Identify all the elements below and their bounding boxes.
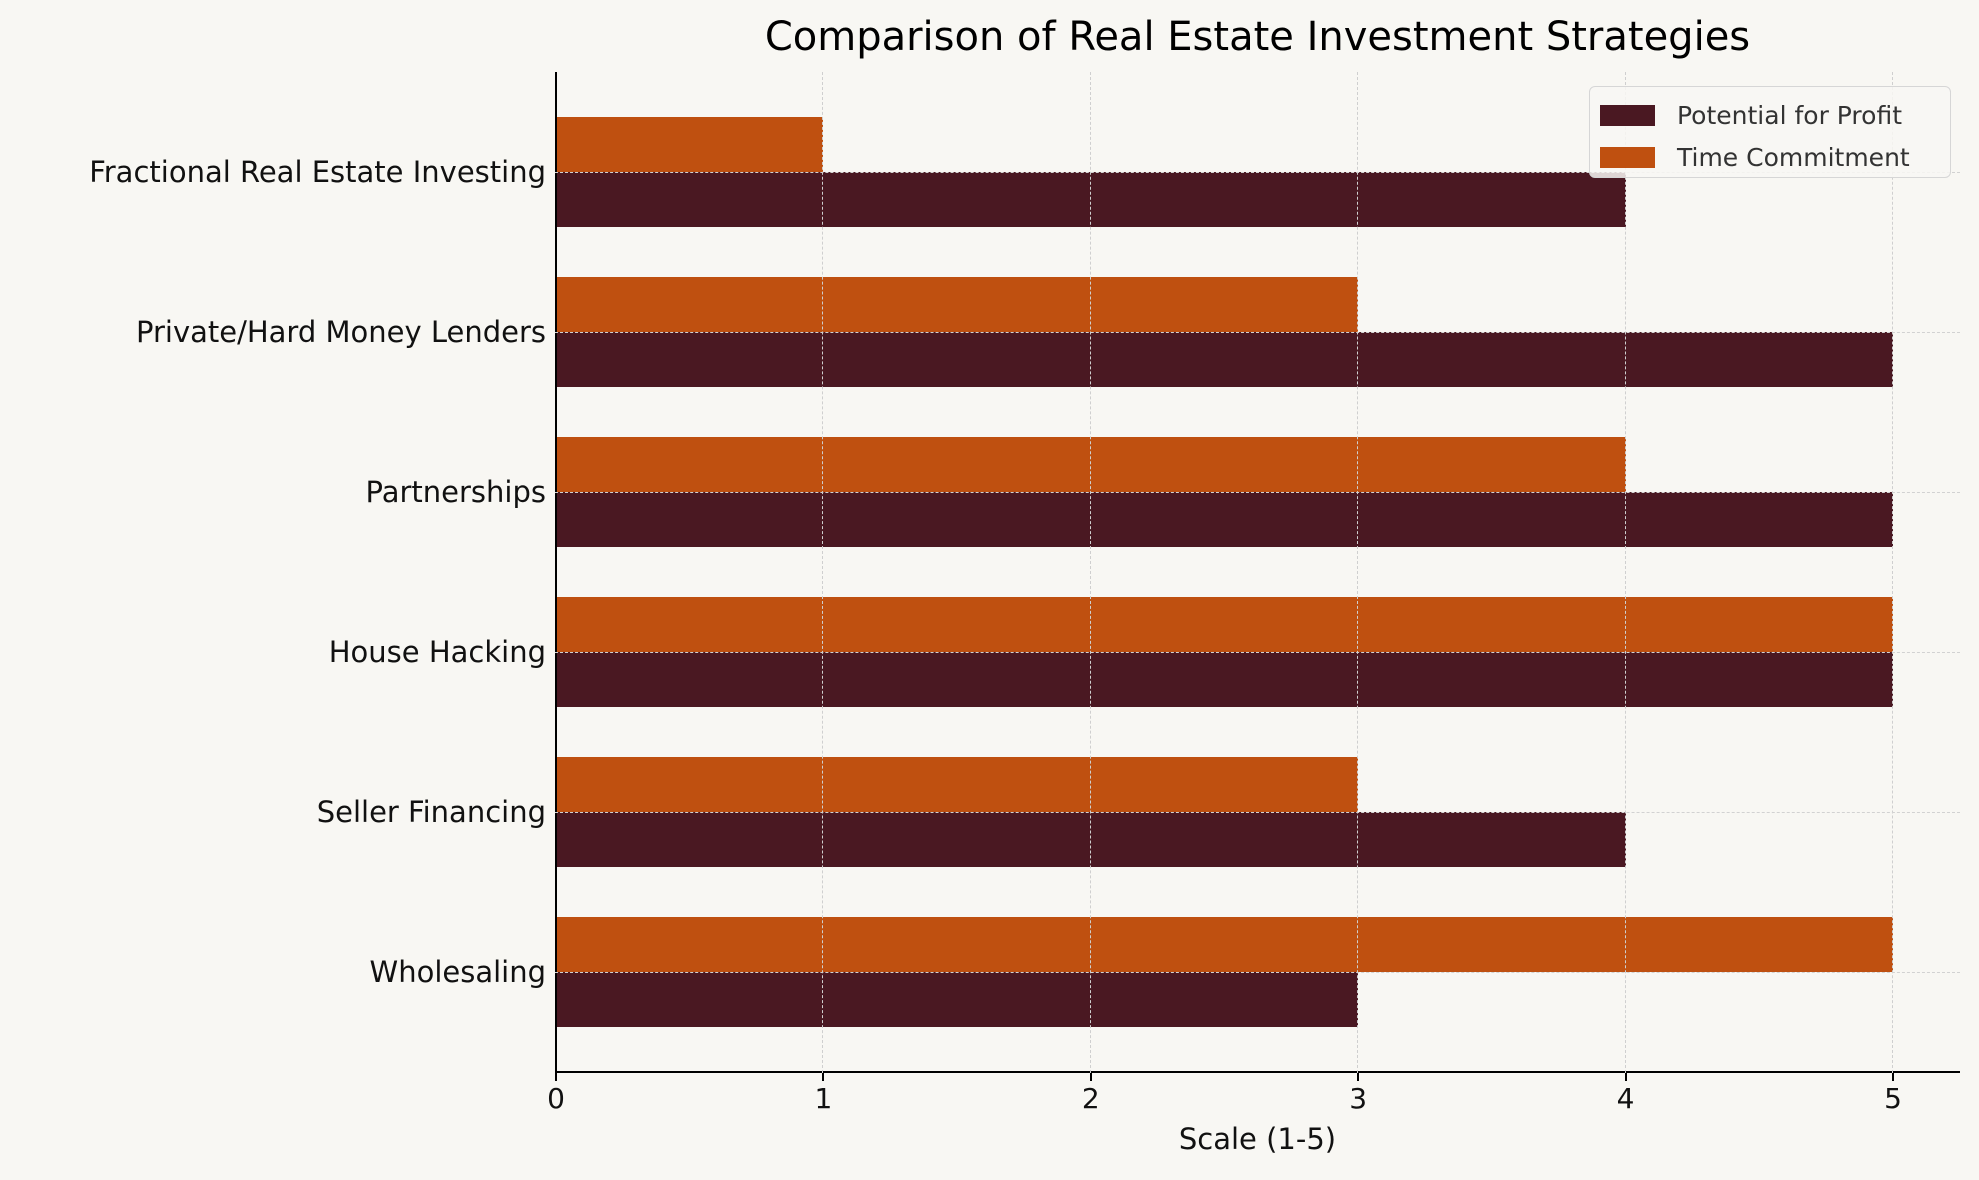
- y-tick-label: House Hacking: [328, 635, 546, 669]
- chart-title: Comparison of Real Estate Investment Str…: [764, 14, 1751, 60]
- x-tick: [1624, 1073, 1627, 1081]
- bar-time-commitment: [556, 597, 1893, 652]
- x-tick: [1892, 1073, 1894, 1081]
- bar-potential-for-profit: [556, 652, 1893, 707]
- bar-time-commitment: [556, 917, 1893, 972]
- legend-item-time: Time Commitment: [1600, 143, 1910, 172]
- y-axis-line: [555, 72, 557, 1073]
- bar-potential-for-profit: [556, 812, 1626, 867]
- x-tick-label: 2: [1081, 1082, 1100, 1115]
- bar-time-commitment: [556, 437, 1626, 492]
- legend: Potential for Profit Time Commitment: [1589, 86, 1951, 178]
- y-tick-label: Wholesaling: [369, 955, 546, 989]
- bar-potential-for-profit: [556, 972, 1359, 1027]
- y-gridline: [555, 812, 1960, 813]
- x-tick: [1357, 1073, 1360, 1081]
- y-gridline: [555, 652, 1960, 653]
- x-axis-label: Scale (1-5): [1178, 1122, 1337, 1156]
- y-tick-label: Fractional Real Estate Investing: [89, 155, 546, 189]
- x-tick-label: 3: [1349, 1082, 1368, 1115]
- x-tick-label: 4: [1616, 1082, 1635, 1115]
- x-gridline: [1357, 72, 1359, 1073]
- legend-label-profit: Potential for Profit: [1677, 101, 1902, 130]
- legend-item-profit: Potential for Profit: [1600, 101, 1902, 130]
- y-tick-label: Partnerships: [365, 475, 546, 509]
- plot-area: [555, 72, 1960, 1073]
- x-tick: [555, 1073, 557, 1081]
- y-gridline: [555, 972, 1960, 973]
- x-tick-label: 0: [547, 1082, 565, 1115]
- legend-label-time: Time Commitment: [1677, 143, 1910, 172]
- y-tick-label: Seller Financing: [316, 795, 546, 829]
- bar-time-commitment: [556, 277, 1359, 332]
- bar-potential-for-profit: [556, 332, 1893, 387]
- y-gridline: [555, 332, 1960, 333]
- x-gridline: [822, 72, 824, 1073]
- x-tick: [1089, 1073, 1092, 1081]
- bar-potential-for-profit: [556, 492, 1893, 547]
- grid: [555, 72, 1960, 1073]
- x-gridline: [1089, 72, 1091, 1073]
- legend-swatch-time: [1600, 147, 1655, 168]
- bars: [555, 72, 1960, 1073]
- x-gridline: [1624, 72, 1626, 1073]
- x-gridline: [1892, 72, 1893, 1073]
- x-tick-label: 5: [1884, 1082, 1902, 1115]
- y-tick-label: Private/Hard Money Lenders: [135, 315, 546, 349]
- bar-potential-for-profit: [556, 172, 1626, 227]
- bar-time-commitment: [556, 117, 824, 172]
- legend-swatch-profit: [1600, 105, 1655, 126]
- y-gridline: [555, 492, 1960, 493]
- x-tick: [822, 1073, 825, 1081]
- x-axis-line: [555, 1071, 1960, 1073]
- bar-time-commitment: [556, 757, 1359, 812]
- x-tick-label: 1: [814, 1082, 833, 1115]
- y-gridline: [555, 172, 1960, 173]
